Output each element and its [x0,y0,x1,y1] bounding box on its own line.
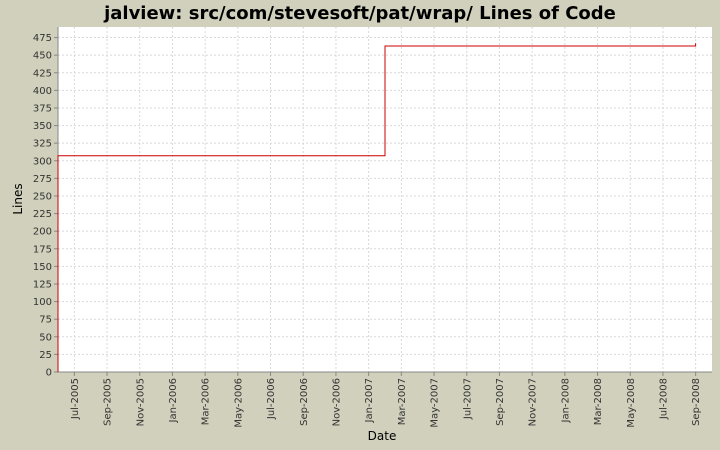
y-tick-label: 400 [33,86,52,97]
y-tick-label: 0 [46,368,52,379]
y-tick-label: 275 [33,174,52,185]
y-tick-label: 450 [33,51,52,62]
y-tick-label: 475 [33,33,52,44]
x-tick-label: Jan-2006 [168,378,179,423]
y-tick-label: 200 [33,227,52,238]
x-tick-label: Jul-2006 [266,378,277,420]
x-tick-label: May-2006 [233,378,244,428]
y-tick-label: 25 [39,350,52,361]
y-tick-label: 100 [33,297,52,308]
x-tick-label: Sep-2008 [691,378,702,426]
x-axis-label: Date [368,429,397,443]
y-tick-label: 50 [39,332,52,343]
x-tick-label: Nov-2007 [528,378,539,426]
y-axis-label: Lines [11,183,25,214]
x-tick-label: May-2007 [430,378,441,428]
y-tick-label: 300 [33,156,52,167]
data-line [57,43,697,372]
x-tick-label: Jan-2007 [364,378,375,423]
y-tick-label: 325 [33,139,52,150]
y-tick-label: 150 [33,262,52,273]
x-tick-label: Mar-2006 [201,378,212,425]
y-tick-label: 175 [33,244,52,255]
y-tick-label: 250 [33,191,52,202]
y-tick-label: 125 [33,279,52,290]
x-tick-label: Nov-2006 [331,378,342,426]
y-tick-label: 75 [39,315,52,326]
y-tick-label: 350 [33,121,52,132]
x-tick-label: Mar-2007 [397,378,408,425]
x-tick-label: Jan-2008 [560,378,571,423]
x-tick-label: Nov-2005 [135,378,146,426]
x-tick-label: Mar-2008 [593,378,604,425]
x-tick-label: Sep-2006 [299,378,310,426]
x-tick-label: Jul-2008 [658,378,669,420]
x-tick-label: Jul-2005 [70,378,81,420]
y-tick-label: 225 [33,209,52,220]
x-tick-label: Sep-2005 [103,378,114,426]
y-tick-label: 425 [33,68,52,79]
x-tick-label: Jul-2007 [462,378,473,420]
chart-title: jalview: src/com/stevesoft/pat/wrap/ Lin… [103,3,616,24]
x-tick-label: May-2008 [626,378,637,428]
x-tick-label: Sep-2007 [495,378,506,426]
y-tick-label: 375 [33,103,52,114]
